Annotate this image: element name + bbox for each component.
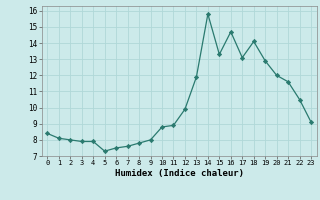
X-axis label: Humidex (Indice chaleur): Humidex (Indice chaleur) <box>115 169 244 178</box>
